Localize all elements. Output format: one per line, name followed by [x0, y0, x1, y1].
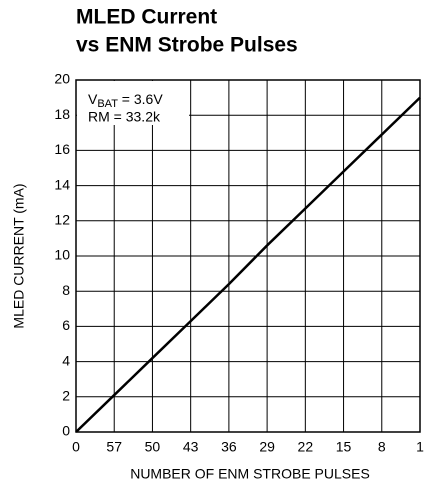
annotation-part: BAT [97, 98, 118, 110]
y-tick-label: 6 [62, 317, 70, 333]
y-tick-label: 20 [54, 71, 70, 87]
y-tick-label: 0 [62, 423, 70, 439]
plot-frame [75, 79, 421, 433]
y-tick-label: 4 [62, 352, 70, 368]
annotation: VBAT = 3.6V [88, 91, 163, 110]
data-line [75, 96, 421, 433]
y-tick-label: 18 [54, 106, 70, 122]
y-axis-label: MLED CURRENT (mA) [11, 183, 27, 328]
y-tick-label: 2 [62, 388, 70, 404]
x-tick-label: 57 [106, 439, 122, 455]
x-tick-label: 22 [298, 439, 314, 455]
annotation-part: = 3.6V [118, 91, 163, 107]
x-tick-label: 0 [72, 439, 80, 455]
x-tick-label: 43 [183, 439, 199, 455]
x-tick-label: 50 [145, 439, 161, 455]
x-tick-label: 29 [259, 439, 275, 455]
x-axis-label: NUMBER OF ENM STROBE PULSES [130, 466, 370, 482]
annotation: RM = 33.2k [88, 109, 161, 125]
y-tick-label: 14 [54, 176, 70, 192]
chart-title: vs ENM Strobe Pulses [76, 34, 298, 57]
x-tick-label: 8 [378, 439, 386, 455]
x-tick-label: 36 [221, 439, 237, 455]
y-tick-label: 12 [54, 212, 70, 228]
x-tick-label: 15 [336, 439, 352, 455]
x-tick-label: 1 [416, 439, 424, 455]
y-tick-label: 8 [62, 282, 70, 298]
y-tick-label: 10 [54, 247, 70, 263]
y-tick-label: 16 [54, 141, 70, 157]
annotation-box [77, 81, 189, 125]
chart-title: MLED Current [76, 6, 217, 29]
annotation-part: V [88, 91, 98, 107]
